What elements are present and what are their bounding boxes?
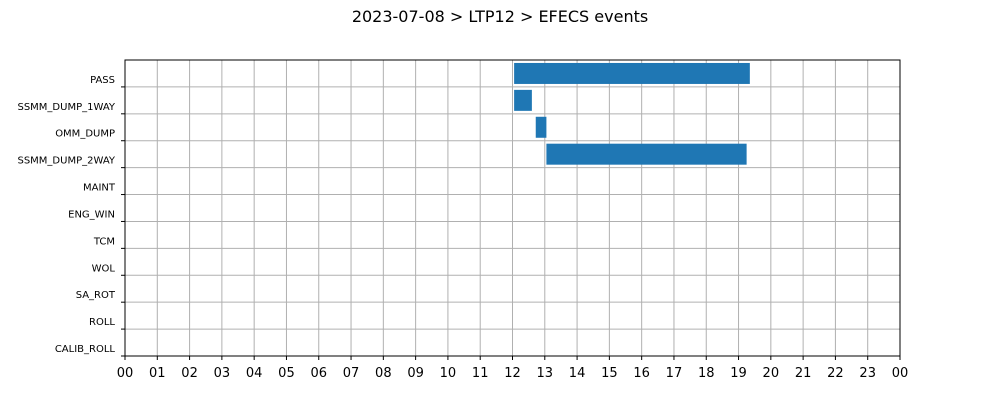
x-tick-label: 00 [892,366,909,381]
x-tick-label: 14 [569,366,586,381]
x-tick-label: 06 [310,366,327,381]
x-tick-label: 12 [504,366,521,381]
y-tick-label: ENG_WIN [68,209,115,220]
bar-ssmm-dump-2way [546,143,747,165]
y-tick-label: MAINT [83,183,116,194]
y-tick-labels: PASS SSMM_DUMP_1WAY OMM_DUMP SSMM_DUMP_2WAY… [17,75,115,355]
x-tick-label: 19 [730,366,747,381]
x-tick-label: 00 [117,366,134,381]
x-tick-label: 03 [214,366,231,381]
x-tick-label: 16 [633,366,650,381]
chart-title: 2023-07-08 > LTP12 > EFECS events [352,7,648,26]
y-tick-label: SA_ROT [76,290,116,301]
bar-omm-dump [535,116,547,138]
axis-layer [121,59,901,360]
bar-pass [514,62,750,84]
x-tick-label: 08 [375,366,392,381]
y-tick-label: SSMM_DUMP_2WAY [17,156,115,167]
x-tick-label: 04 [246,366,263,381]
y-tick-label: WOL [92,263,116,274]
y-tick-label: ROLL [89,317,115,328]
x-tick-label: 15 [601,366,618,381]
grid-layer [124,60,901,357]
y-tick-label: PASS [90,75,115,86]
y-tick-label: TCM [93,236,115,247]
x-tick-label: 21 [795,366,812,381]
x-tick-label: 10 [440,366,457,381]
y-tick-label: OMM_DUMP [55,129,115,140]
x-tick-label: 22 [827,366,844,381]
y-tick-label: SSMM_DUMP_1WAY [17,102,115,113]
x-tick-label: 09 [407,366,424,381]
x-tick-label: 02 [181,366,198,381]
x-tick-label: 07 [343,366,360,381]
bar-layer [514,62,750,165]
x-tick-label: 13 [537,366,554,381]
x-tick-label: 05 [278,366,295,381]
x-tick-label: 17 [666,366,683,381]
x-tick-label: 23 [859,366,876,381]
x-tick-label: 11 [472,366,489,381]
bar-ssmm-dump-1way [514,89,532,111]
x-tick-label: 20 [763,366,780,381]
y-tick-label: CALIB_ROLL [55,344,116,355]
x-tick-label: 01 [149,366,166,381]
x-tick-labels: 00 01 02 03 04 05 06 07 08 09 10 11 12 13 14 15 16 17 18 19… [117,366,909,381]
x-tick-label: 18 [698,366,715,381]
